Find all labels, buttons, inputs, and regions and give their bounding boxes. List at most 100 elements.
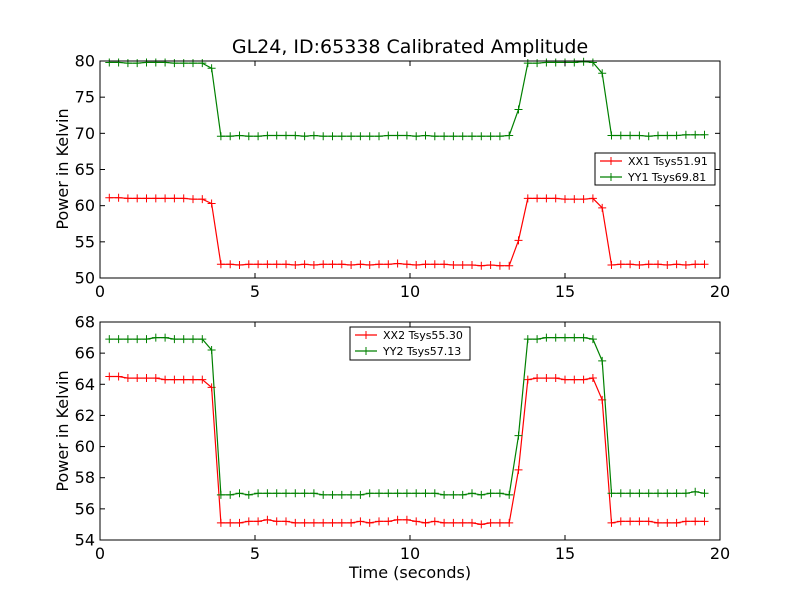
- top-y-tick-label: 50: [75, 269, 95, 288]
- top-plot-panel: 0 5 10 15 20 50 55 60 65 70 75 80 XX1 Tsys51.91 YY1 T…: [75, 52, 731, 302]
- top-series-1: [105, 193, 709, 270]
- top-series-1-point: [105, 193, 114, 202]
- bottom-series-2-point: [505, 490, 514, 499]
- top-series-2-point: [635, 131, 644, 140]
- bottom-y-tick-label: 54: [75, 531, 95, 550]
- bottom-series-1-point: [691, 517, 700, 526]
- bottom-series-2-point: [291, 489, 300, 498]
- bottom-series-1-point: [421, 518, 430, 527]
- top-series-2-point: [207, 64, 216, 73]
- top-series-2-point: [142, 58, 151, 67]
- bottom-series-1-point: [654, 518, 662, 527]
- top-y-tick-label: 65: [75, 160, 95, 179]
- top-series-2-point: [458, 132, 467, 141]
- bottom-series-2-point: [514, 431, 523, 440]
- bottom-series-2-point: [384, 489, 393, 498]
- bottom-series-1-point: [616, 517, 625, 526]
- bottom-series-1-point: [309, 518, 318, 527]
- bottom-legend: XX2 Tsys55.30 YY2 Tsys57.13: [349, 326, 471, 361]
- top-series-1-point: [616, 260, 625, 269]
- top-series-2-point: [393, 131, 402, 140]
- bottom-series-1-point: [486, 518, 495, 527]
- bottom-series-2: [105, 333, 709, 499]
- bottom-series-1-point: [114, 372, 123, 381]
- bottom-series-1-point: [430, 517, 439, 526]
- bottom-legend-marker: [362, 331, 370, 339]
- top-series-2-point: [616, 131, 625, 140]
- bottom-series-1-point: [300, 518, 309, 527]
- bottom-y-tick-label: 66: [75, 344, 95, 363]
- bottom-series-2-point: [347, 490, 356, 499]
- bottom-y-axis-label: Power in Kelvin: [53, 370, 72, 491]
- top-series-2-point: [654, 131, 662, 140]
- bottom-series-1-point: [291, 518, 300, 527]
- top-series-1-point: [114, 193, 123, 202]
- bottom-series-2-point: [561, 333, 569, 342]
- top-series-1-point: [421, 260, 430, 269]
- bottom-series-1-point: [542, 374, 551, 383]
- bottom-series-1-point: [495, 518, 504, 527]
- top-series-1-point: [672, 260, 681, 269]
- top-series-1-point: [644, 260, 653, 269]
- top-series-1-point: [133, 194, 142, 203]
- top-series-2-point: [468, 132, 476, 141]
- bottom-series-1-point: [588, 374, 597, 383]
- top-series-2-point: [402, 131, 411, 140]
- bottom-x-tick-label: 10: [400, 544, 420, 563]
- top-series-1-point: [142, 194, 151, 203]
- bottom-series-1-point: [607, 518, 616, 527]
- top-series-2-point: [579, 57, 588, 66]
- bottom-legend-marker: [362, 347, 370, 355]
- top-x-tick-label: 0: [95, 282, 105, 301]
- bottom-series-2-point: [300, 489, 309, 498]
- top-series-1-point: [458, 260, 467, 269]
- bottom-series-2-point: [644, 489, 653, 498]
- bottom-series-1-point: [700, 517, 709, 526]
- bottom-series-1-point: [142, 374, 151, 383]
- bottom-legend-label: YY2 Tsys57.13: [382, 345, 461, 358]
- top-series-2-point: [347, 132, 356, 141]
- top-series-2-point: [691, 130, 700, 139]
- bottom-series-2-point: [468, 489, 476, 498]
- top-series-1-point: [244, 260, 253, 269]
- top-series-1-point: [635, 260, 644, 269]
- bottom-y-tick-label: 68: [75, 313, 95, 332]
- bottom-series-1-point: [235, 518, 244, 527]
- top-series-1-point: [561, 195, 569, 204]
- bottom-series-2-point: [198, 335, 207, 344]
- bottom-series-1-point: [151, 374, 160, 383]
- top-series-2-point: [551, 58, 560, 67]
- top-series-2-point: [626, 131, 635, 140]
- top-series-2-point: [421, 131, 430, 140]
- bottom-series-2-point: [105, 335, 114, 344]
- bottom-series-1-point: [644, 517, 653, 526]
- top-series-1-point: [328, 260, 337, 269]
- bottom-series-1: [105, 372, 709, 529]
- top-series-1-point: [505, 261, 514, 270]
- bottom-series-1-point: [133, 374, 142, 383]
- top-series-1-point: [189, 195, 197, 204]
- top-series-1-point: [337, 260, 346, 269]
- top-series-2-point: [114, 58, 123, 67]
- top-series-1-point: [235, 260, 244, 269]
- bottom-series-1-point: [263, 515, 272, 524]
- bottom-series-2-point: [430, 489, 439, 498]
- bottom-series-2-point: [542, 333, 551, 342]
- bottom-series-2-point: [616, 489, 625, 498]
- top-x-tick-label: 20: [710, 282, 730, 301]
- bottom-series-1-point: [375, 517, 383, 526]
- bottom-series-1-point: [254, 517, 263, 526]
- bottom-series-2-point: [458, 490, 467, 499]
- top-series-1-point: [542, 194, 551, 203]
- top-series-2-point: [272, 131, 281, 140]
- bottom-series-2-point: [495, 489, 504, 498]
- bottom-series-1-point: [216, 518, 225, 527]
- bottom-series-2-point: [691, 487, 700, 496]
- bottom-series-2-point: [663, 489, 672, 498]
- top-series-2-point: [607, 131, 616, 140]
- bottom-y-tick-label: 56: [75, 499, 95, 518]
- top-series-2-point: [291, 131, 300, 140]
- bottom-series-1-point: [672, 518, 681, 527]
- top-series-1-point: [588, 194, 597, 203]
- top-series-1-point: [216, 260, 225, 269]
